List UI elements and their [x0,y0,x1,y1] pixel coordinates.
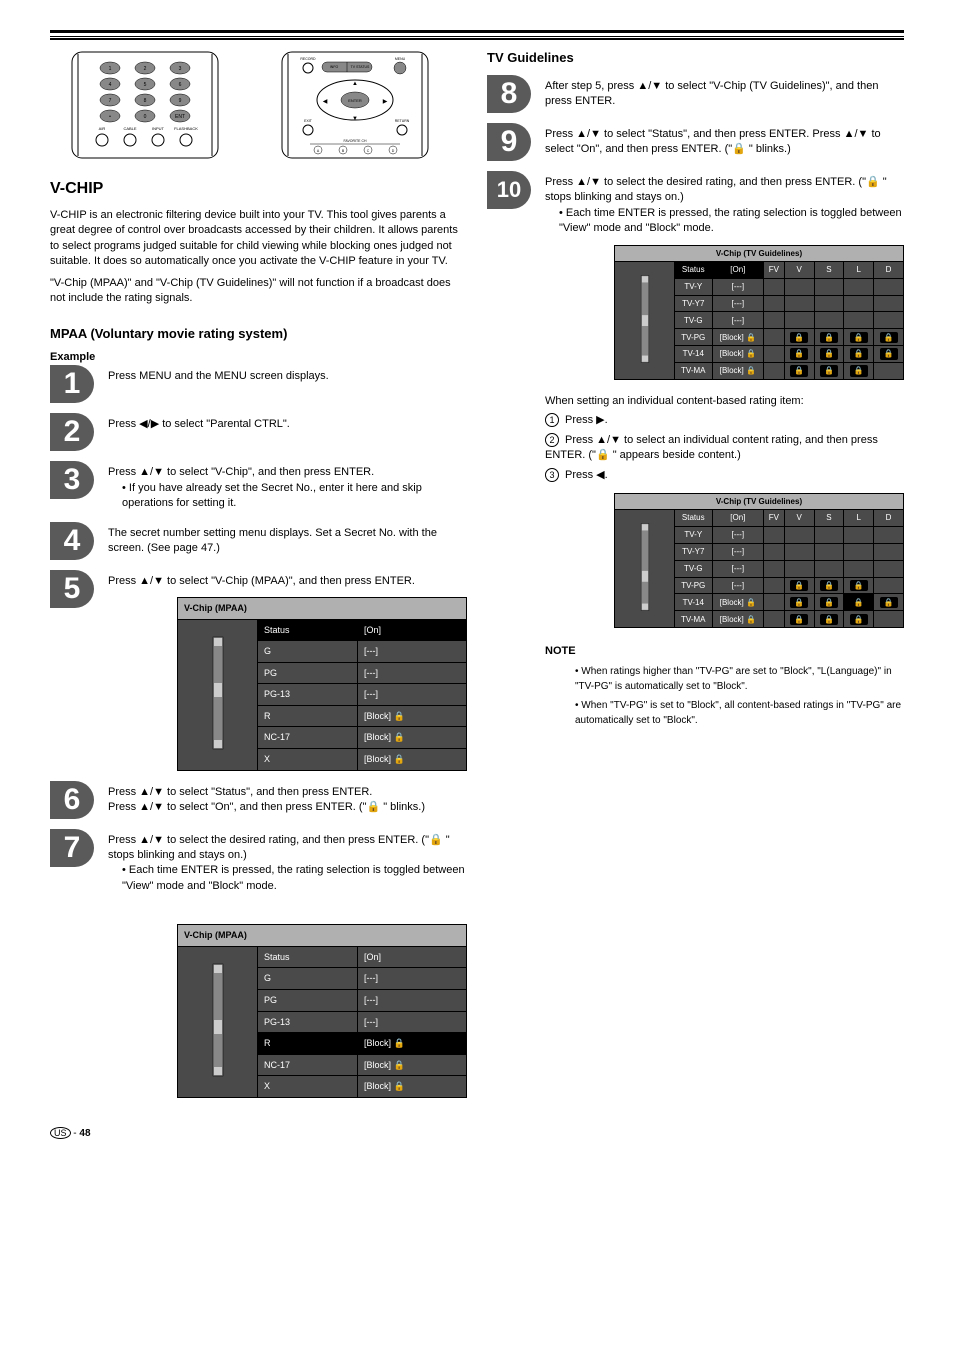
svg-text:MENU: MENU [395,57,406,61]
step-6-text-b: Press ▲/▼ to select "On", and then press… [108,800,467,815]
svg-text:CABLE: CABLE [123,126,136,131]
svg-text:RETURN: RETURN [395,119,410,123]
step-6-badge: 6 [50,781,94,819]
scrollbar-icon [209,960,227,1080]
step-2-text: Press ◀/▶ to select "Parental CTRL". [108,413,467,432]
example-label: Example [50,351,467,363]
step-8-badge: 8 [487,75,531,113]
svg-text:AIR: AIR [99,126,106,131]
svg-text:9: 9 [179,98,182,104]
step-7-badge: 7 [50,829,94,867]
svg-text:▶: ▶ [383,99,388,105]
mpaa-status-label: Status [258,619,358,641]
svg-text:EXIT: EXIT [304,119,313,123]
page-footer: US - 48 [50,1128,904,1139]
step-5-text: Press ▲/▼ to select "V-Chip (MPAA)", and… [108,574,467,589]
remote-diagrams: 1 2 3 4 5 6 7 8 9 • 0 ENT AIR CABLE INPUT FLASHBACK [50,50,467,160]
step-7-text-b: • Each time ENTER is pressed, the rating… [122,863,467,894]
substep-2-badge: 2 [545,433,559,447]
step-3-text-b: • If you have already set the Secret No.… [122,481,467,512]
svg-text:RECORD: RECORD [300,57,316,61]
step-9-badge: 9 [487,123,531,161]
step-8-text: After step 5, press ▲/▼ to select "V-Chi… [545,75,904,110]
step-10-badge: 10 [487,171,531,209]
mpaa-heading: MPAA (Voluntary movie rating system) [50,326,467,341]
step-2-badge: 2 [50,413,94,451]
step-3-badge: 3 [50,461,94,499]
svg-text:ENTER: ENTER [348,98,362,103]
step-5-badge: 5 [50,570,94,608]
header-rules [50,30,904,40]
substep-1-text: Press ▶. [565,414,608,426]
step-7-text-a: Press ▲/▼ to select the desired rating, … [108,833,467,864]
svg-text:C: C [367,149,370,153]
svg-text:3: 3 [179,66,182,72]
svg-text:FAVORITE CH: FAVORITE CH [343,139,367,143]
tvg-table-2: V-Chip (TV Guidelines) Status [On] FVVSL… [614,493,904,628]
intro-p1: V-CHIP is an electronic filtering device… [50,208,467,270]
svg-text:6: 6 [179,82,182,88]
step-4-text: The secret number setting menu displays.… [108,522,467,557]
scrollbar-icon [209,633,227,753]
svg-text:FLASHBACK: FLASHBACK [174,126,198,131]
svg-text:TV STATUS: TV STATUS [351,65,370,69]
svg-text:INFO: INFO [330,65,339,69]
step-4-badge: 4 [50,522,94,560]
svg-text:2: 2 [144,66,147,72]
svg-text:•: • [109,114,111,120]
substep-1-badge: 1 [545,413,559,427]
mpaa-on-label: [On] [358,619,467,641]
substep-3-badge: 3 [545,468,559,482]
remote-keypad: 1 2 3 4 5 6 7 8 9 • 0 ENT AIR CABLE INPUT FLASHBACK [70,50,220,160]
svg-text:0: 0 [144,114,147,120]
tvg-table-1: V-Chip (TV Guidelines) Status [On] FVVSL… [614,245,904,380]
note-label: NOTE [545,644,904,659]
mpaa-table-title: V-Chip (MPAA) [178,597,467,619]
svg-text:▲: ▲ [352,81,358,87]
step-1-text: Press MENU and the MENU screen displays. [108,365,467,384]
substep-2-text: Press ▲/▼ to select an individual conten… [545,434,878,461]
svg-text:8: 8 [144,98,147,104]
svg-text:INPUT: INPUT [152,126,165,131]
svg-text:4: 4 [109,82,112,88]
svg-text:B: B [342,149,345,153]
step-3-text-a: Press ▲/▼ to select "V-Chip", and then p… [108,465,467,480]
vchip-heading: V-CHIP [50,180,467,198]
svg-text:▼: ▼ [352,116,358,122]
note-2: • When "TV-PG" is set to "Block", all co… [575,698,904,728]
scrollbar-icon [638,264,652,374]
svg-text:ENT: ENT [175,114,185,120]
step-9-text: Press ▲/▼ to select "Status", and then p… [545,123,904,158]
svg-text:7: 7 [109,98,112,104]
scrollbar-icon [638,512,652,622]
step-1-badge: 1 [50,365,94,403]
remote-nav: RECORD INFO TV STATUS MENU ENTER ▲ ▼ ◀ ▶ EX… [280,50,430,160]
mpaa-table: V-Chip (MPAA) Status [177,597,467,771]
svg-text:1: 1 [109,66,112,72]
svg-text:D: D [392,149,395,153]
step-6-text-a: Press ▲/▼ to select "Status", and then p… [108,785,467,800]
substep-3-text: Press ◀. [565,469,608,481]
content-rating-note: When setting an individual content-based… [545,394,904,409]
svg-text:A: A [317,149,320,153]
intro-p2: "V-Chip (MPAA)" and "V-Chip (TV Guidelin… [50,276,467,307]
tvg-heading: TV Guidelines [487,50,904,65]
step-10-text-b: • Each time ENTER is pressed, the rating… [559,206,904,237]
step-10-text-a: Press ▲/▼ to select the desired rating, … [545,175,904,206]
svg-text:◀: ◀ [323,99,328,105]
note-1: • When ratings higher than "TV-PG" are s… [575,664,904,694]
mpaa-table-2: V-Chip (MPAA) Status [177,924,467,1098]
svg-text:5: 5 [144,82,147,88]
